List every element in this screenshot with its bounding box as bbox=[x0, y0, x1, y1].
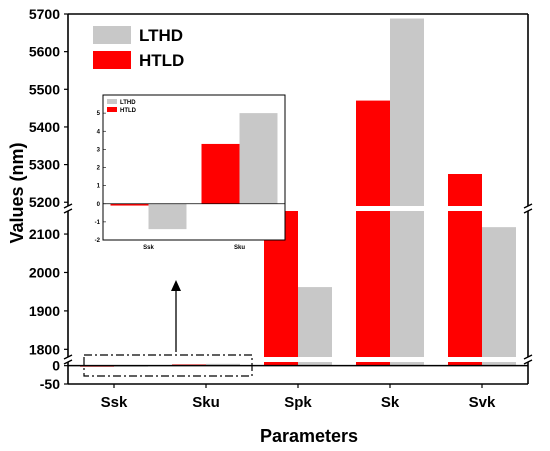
y-tick-label: 1800 bbox=[29, 341, 60, 357]
y-axis-title: Values (nm) bbox=[7, 142, 27, 243]
inset-bar-htld-ssk bbox=[110, 203, 149, 206]
y-tick-label: 2100 bbox=[29, 226, 60, 242]
axis-break-mark-0-1b bbox=[523, 208, 533, 214]
y-tick-label: 2000 bbox=[29, 264, 60, 280]
x-tick-label: Ssk bbox=[101, 394, 128, 411]
inset-y-tick-label: 1 bbox=[97, 184, 101, 190]
bar-htld-svk-seg-1 bbox=[448, 211, 482, 357]
y-tick-label: 5300 bbox=[29, 157, 60, 173]
x-axis-title: Parameters bbox=[260, 426, 358, 446]
inset-legend-label: LTHD bbox=[120, 100, 136, 106]
x-tick-label: Sku bbox=[192, 394, 220, 411]
bar-htld-sk-seg-0 bbox=[356, 362, 390, 366]
inset-x-tick-label: Ssk bbox=[143, 245, 154, 251]
y-tick-label: 1900 bbox=[29, 303, 60, 319]
y-tick-label: 5700 bbox=[29, 6, 60, 22]
inset-y-tick-label: 5 bbox=[97, 111, 101, 117]
bar-lthd-sku bbox=[206, 363, 240, 366]
x-tick-label: Svk bbox=[469, 394, 496, 411]
inset-y-tick-label: 3 bbox=[97, 147, 101, 153]
x-tick-label: Sk bbox=[381, 394, 400, 411]
bar-lthd-sk-seg-0 bbox=[390, 362, 424, 366]
inset-legend-label: HTLD bbox=[120, 108, 137, 114]
axis-break-mark-1-0b bbox=[63, 359, 73, 365]
y-tick-label: 5400 bbox=[29, 119, 60, 135]
y-tick-label: -50 bbox=[40, 376, 60, 392]
inset-bar-lthd-ssk bbox=[148, 203, 187, 230]
bar-lthd-sk-seg-1 bbox=[390, 211, 424, 357]
bar-lthd-svk-seg-1 bbox=[482, 227, 516, 357]
inset-legend-swatch-lthd bbox=[107, 99, 117, 104]
legend-label-lthd: LTHD bbox=[139, 26, 183, 45]
inset-legend-swatch-htld bbox=[107, 107, 117, 112]
inset-chart: Ssk Sku -2 -1 0 1 2 3 4 5 LTHD HTLD bbox=[95, 94, 286, 251]
plot-area bbox=[80, 18, 516, 367]
inset-y-tick-label: -1 bbox=[95, 220, 101, 226]
axes: -500180019002000210052005300540055005600… bbox=[29, 6, 536, 411]
inset-bar-htld-sku bbox=[201, 143, 240, 204]
inset-y-tick-label: 0 bbox=[97, 202, 101, 208]
legend: LTHD HTLD bbox=[93, 26, 184, 70]
y-tick-label: 5200 bbox=[29, 194, 60, 210]
axis-break-mark-0-0b bbox=[63, 208, 73, 214]
axis-break-mark-1-1b bbox=[523, 359, 533, 365]
axis-break-gap-1 bbox=[60, 357, 536, 362]
legend-label-htld: HTLD bbox=[139, 51, 184, 70]
zoom-arrow-head bbox=[171, 280, 181, 291]
bar-lthd-sku-seg-0 bbox=[206, 363, 240, 366]
bar-lthd-spk-seg-1 bbox=[298, 287, 332, 357]
axis-break-mark-1-0a bbox=[63, 354, 73, 360]
axis-break-mark-0-0a bbox=[63, 203, 73, 209]
zoom-region-box bbox=[83, 354, 253, 377]
inset-bar-lthd-sku bbox=[239, 113, 278, 204]
y-tick-label: 5600 bbox=[29, 44, 60, 60]
inset-y-tick-label: -2 bbox=[95, 238, 101, 244]
bar-lthd-svk-seg-0 bbox=[482, 362, 516, 366]
axis-break-gap-0 bbox=[60, 206, 536, 211]
bar-lthd-sk-seg-2 bbox=[390, 18, 424, 207]
bar-lthd-spk-seg-0 bbox=[298, 362, 332, 366]
bar-htld-sk-seg-2 bbox=[356, 100, 390, 206]
bar-htld-sk-seg-1 bbox=[356, 211, 390, 357]
bar-htld-spk-seg-0 bbox=[264, 362, 298, 366]
axis-break-mark-0-1a bbox=[523, 203, 533, 209]
bar-lthd-sk bbox=[390, 18, 424, 366]
y-tick-label: 5500 bbox=[29, 81, 60, 97]
inset-x-tick-label: Sku bbox=[234, 245, 245, 251]
bar-lthd-svk bbox=[482, 227, 516, 366]
bar-htld-svk-seg-0 bbox=[448, 362, 482, 366]
legend-swatch-lthd bbox=[93, 26, 131, 44]
bar-htld-svk bbox=[448, 174, 482, 366]
bar-htld-sk bbox=[356, 100, 390, 366]
x-tick-label: Spk bbox=[284, 394, 312, 411]
axis-break-mark-1-1a bbox=[523, 354, 533, 360]
inset-y-tick-label: 2 bbox=[97, 166, 101, 172]
y-tick-label: 0 bbox=[52, 358, 60, 374]
bar-lthd-spk bbox=[298, 287, 332, 366]
inset-y-tick-label: 4 bbox=[97, 129, 101, 135]
legend-swatch-htld bbox=[93, 51, 131, 69]
bar-htld-svk-seg-2 bbox=[448, 174, 482, 206]
